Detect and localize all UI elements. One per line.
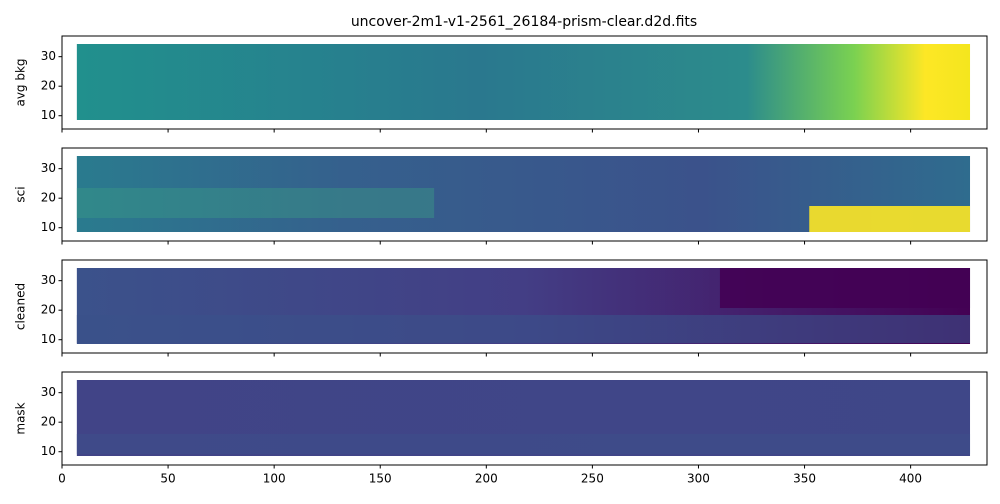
y-tick-label: 20 [41,415,56,429]
axes-frame [61,147,988,242]
y-tick-label: 30 [41,385,56,399]
y-tick-label: 20 [41,303,56,317]
y-tick-label: 20 [41,79,56,93]
image-band [76,434,971,454]
y-axis-label: sci [14,186,28,202]
y-tick-label: 10 [41,220,56,234]
y-tick-label: 30 [41,49,56,63]
x-tick-label: 350 [793,472,816,486]
axes-frame [61,259,988,354]
image-band [76,315,971,343]
x-tick-label: 300 [687,472,710,486]
x-tick-label: 50 [160,472,175,486]
y-tick-label: 10 [41,108,56,122]
x-tick-label: 0 [58,472,66,486]
y-tick-label: 10 [41,332,56,346]
image-band [719,268,971,308]
image-band [809,206,971,232]
chart-title: uncover-2m1-v1-2561_26184-prism-clear.d2… [351,14,697,30]
x-tick-label: 150 [369,472,392,486]
y-axis-label: cleaned [14,283,28,330]
y-tick-label: 20 [41,191,56,205]
axes-frame [61,35,988,130]
x-tick-label: 100 [263,472,286,486]
axes-frame [61,371,988,466]
x-tick-label: 200 [475,472,498,486]
y-axis-label: avg bkg [14,58,28,106]
spectrum-image [76,44,971,120]
y-tick-label: 30 [41,273,56,287]
y-tick-label: 10 [41,444,56,458]
y-tick-label: 30 [41,161,56,175]
x-tick-label: 400 [899,472,922,486]
y-axis-label: mask [14,402,28,434]
image-band [76,188,435,218]
x-tick-label: 250 [581,472,604,486]
